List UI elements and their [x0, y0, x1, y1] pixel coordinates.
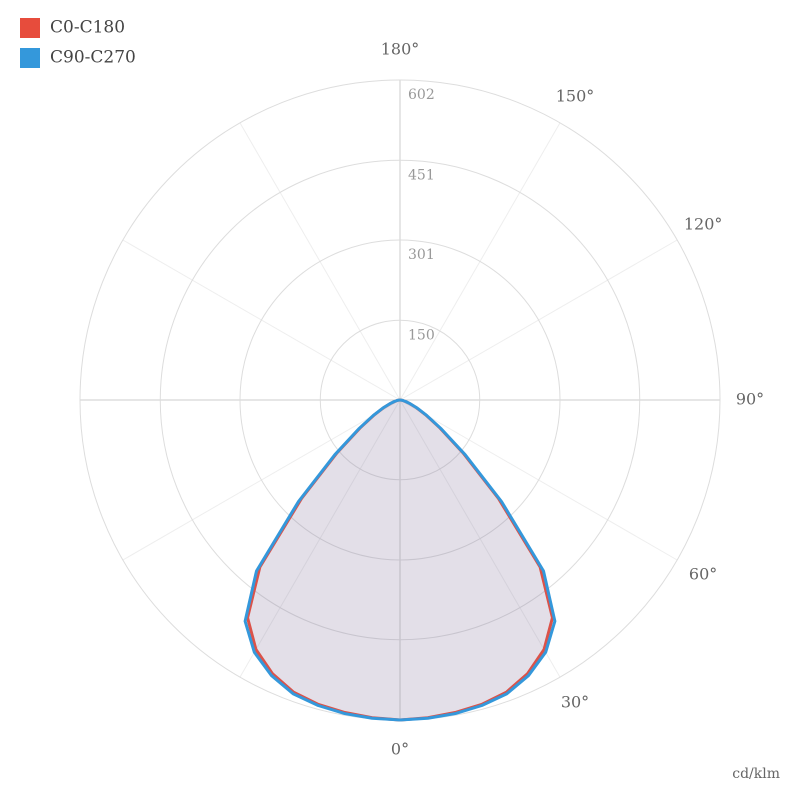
- grid-ring: [159, 159, 641, 641]
- grid-ring: [239, 239, 561, 561]
- legend-swatch: [20, 48, 40, 68]
- angle-tick-label: 30°: [561, 693, 589, 712]
- grid-ring: [319, 319, 481, 481]
- angle-tick-label: 180°: [381, 40, 420, 59]
- series-line: [399, 398, 557, 722]
- legend-swatch: [20, 18, 40, 38]
- series-area: [245, 400, 400, 720]
- angle-tick-label: 150°: [556, 86, 595, 105]
- r-tick-label: 602: [408, 87, 435, 103]
- legend-label: C0-C180: [50, 18, 125, 38]
- series-area: [400, 400, 555, 720]
- series-line: [243, 398, 401, 722]
- legend-label: C90-C270: [50, 48, 136, 68]
- r-tick-label: 301: [408, 247, 435, 263]
- series-area: [400, 400, 553, 720]
- unit-label: cd/klm: [732, 766, 780, 782]
- series-area: [247, 400, 400, 720]
- r-tick-label: 451: [408, 167, 435, 183]
- angle-tick-label: 0°: [391, 740, 409, 759]
- angle-tick-label: 60°: [689, 565, 717, 584]
- r-tick-label: 150: [408, 327, 435, 343]
- angle-tick-label: 90°: [736, 390, 764, 409]
- angle-tick-label: 120°: [684, 215, 723, 234]
